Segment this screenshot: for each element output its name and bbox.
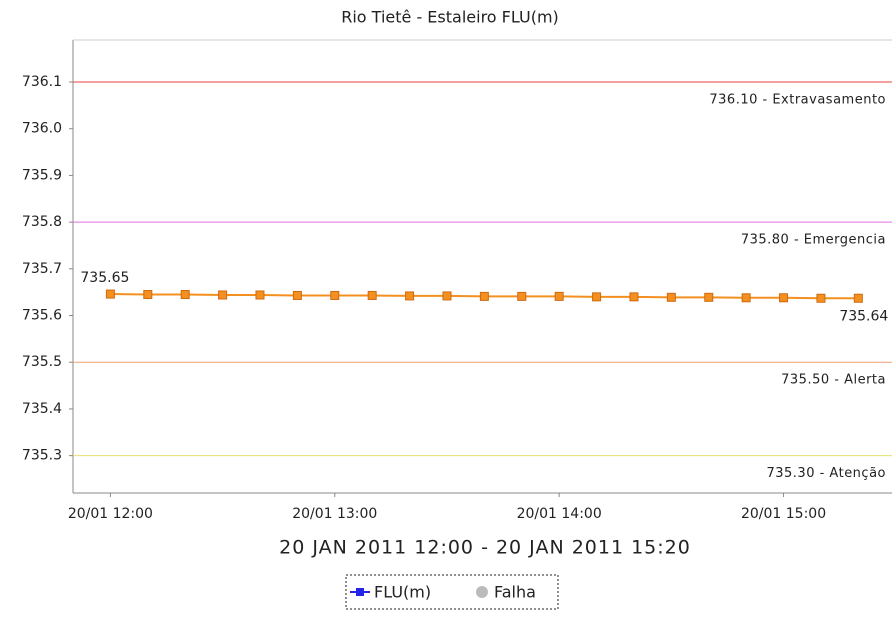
data-point: [330, 290, 340, 300]
data-point: [367, 290, 377, 300]
data-point: [105, 289, 115, 299]
y-tick-label: 735.3: [22, 448, 62, 464]
legend-swatch: [476, 586, 488, 598]
data-point: [779, 293, 789, 303]
data-point: [442, 291, 452, 301]
threshold-label: 735.50 - Alerta: [781, 373, 886, 388]
legend-label: FLU(m): [374, 583, 431, 602]
data-point: [405, 291, 415, 301]
data-point: [255, 290, 265, 300]
data-point: [292, 290, 302, 300]
data-point: [741, 293, 751, 303]
threshold-label: 736.10 - Extravasamento: [709, 93, 886, 108]
x-tick-label: 20/01 14:00: [517, 506, 602, 522]
data-point: [143, 290, 153, 300]
data-point: [816, 293, 826, 303]
y-tick-label: 735.5: [22, 354, 62, 370]
data-label: 735.65: [80, 270, 129, 286]
y-tick-label: 735.4: [22, 401, 62, 417]
data-point: [704, 292, 714, 302]
y-tick-label: 735.8: [22, 214, 62, 230]
data-point: [592, 292, 602, 302]
chart-title: Rio Tietê - Estaleiro FLU(m): [341, 8, 559, 27]
threshold-label: 735.30 - Atenção: [766, 466, 886, 481]
data-point: [517, 291, 527, 301]
data-label: 735.64: [839, 308, 888, 324]
x-tick-label: 20/01 13:00: [292, 506, 377, 522]
y-tick-label: 736.1: [22, 74, 62, 90]
y-tick-label: 735.6: [22, 308, 62, 324]
chart-subtitle: 20 JAN 2011 12:00 - 20 JAN 2011 15:20: [279, 537, 691, 559]
data-point: [479, 291, 489, 301]
data-point: [666, 292, 676, 302]
data-point: [554, 291, 564, 301]
x-tick-label: 20/01 15:00: [741, 506, 826, 522]
x-tick-label: 20/01 12:00: [68, 506, 153, 522]
legend-swatch: [356, 588, 364, 596]
data-point: [218, 290, 228, 300]
data-point: [180, 290, 190, 300]
data-point: [853, 293, 863, 303]
y-tick-label: 735.9: [22, 167, 62, 183]
y-tick-label: 735.7: [22, 261, 62, 277]
legend-label: Falha: [494, 583, 536, 602]
y-tick-label: 736.0: [22, 121, 62, 137]
data-point: [629, 292, 639, 302]
threshold-label: 735.80 - Emergencia: [741, 233, 886, 248]
legend-box: [345, 574, 559, 610]
